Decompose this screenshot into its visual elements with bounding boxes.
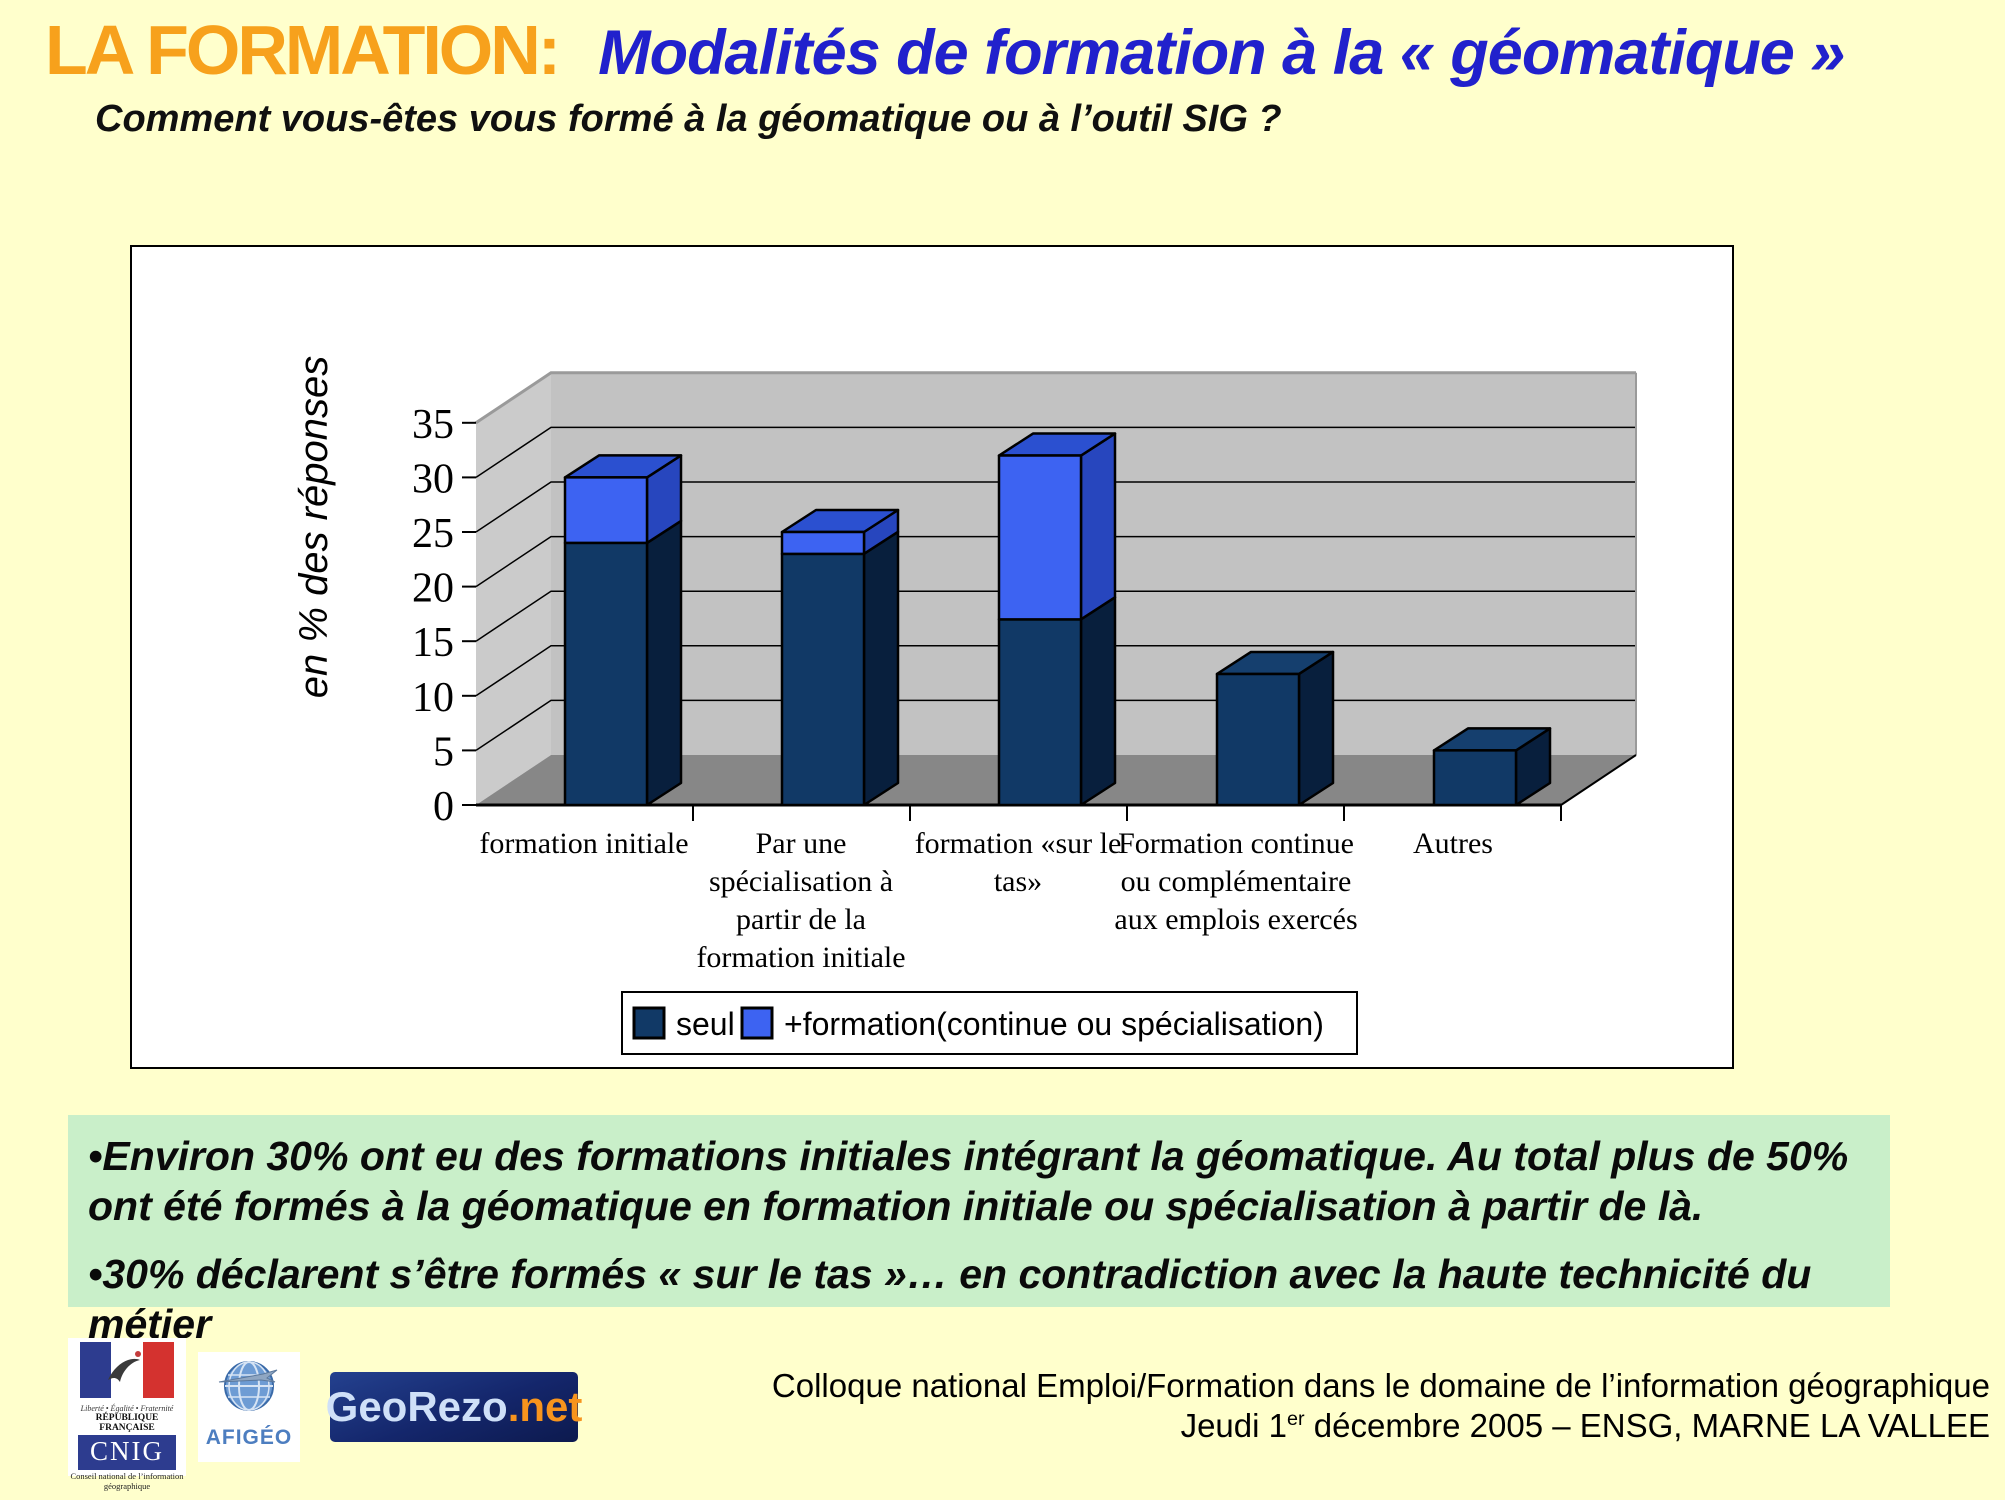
georezo-tld: .net [507, 1383, 583, 1430]
cnig-motto: Liberté • Égalité • Fraternité [80, 1404, 174, 1413]
y-tick-label: 5 [433, 729, 454, 775]
georezo-logo: GeoRezo .net [326, 1372, 582, 1442]
footer: Colloque national Emploi/Formation dans … [772, 1366, 1990, 1445]
category-label: Formation continue ou complémentaire aux e… [1114, 827, 1357, 936]
bar-5 [1432, 727, 1552, 807]
title-subject: Modalités de formation à la « géomatique… [598, 18, 1845, 88]
cnig-caption: Conseil national de l’information géogra… [70, 1471, 184, 1491]
y-tick-label: 0 [433, 784, 454, 830]
y-tick-label: 30 [412, 456, 454, 502]
y-axis-title: en % des réponses [292, 356, 336, 698]
legend-label-formation: +formation(continue ou spécialisation) [784, 1006, 1324, 1042]
chart-legend: seul +formation(continue ou spécialisatio… [621, 991, 1358, 1055]
afigeo-logo: AFIGÉO [198, 1352, 300, 1462]
category-label: formation initiale [479, 827, 688, 860]
survey-question: Comment vous-êtes vous formé à la géomat… [95, 98, 1282, 140]
bar-2 [780, 508, 900, 807]
bar-1 [563, 454, 683, 807]
note-bullet-1: •Environ 30% ont eu des formations initi… [88, 1133, 1849, 1230]
cnig-republic: RÉPUBLIQUE FRANÇAISE [95, 1413, 159, 1433]
cnig-acronym: CNIG [78, 1435, 176, 1470]
ordinal-sup: er [1287, 1407, 1305, 1430]
y-tick-label: 15 [412, 620, 454, 666]
x-axis-labels: formation initiale Par une spécialisation … [479, 827, 1493, 974]
french-flag-icon [80, 1342, 174, 1398]
globe-icon [218, 1361, 278, 1411]
bar-chart-3d: 0 5 10 15 20 25 30 35 formation initiale Par une s… [292, 356, 1637, 1055]
notes-box: •Environ 30% ont eu des formations initi… [68, 1115, 1890, 1347]
y-axis: 0 5 10 15 20 25 30 35 [412, 402, 476, 830]
bar-4 [1215, 650, 1335, 807]
y-tick-label: 10 [412, 675, 454, 721]
category-label: Par une spécialisation à partir de la forma… [696, 827, 905, 974]
category-label: Autres [1413, 827, 1493, 860]
y-tick-label: 25 [412, 511, 454, 557]
footer-line1: Colloque national Emploi/Formation dans … [771, 1367, 1990, 1404]
bar-3 [997, 432, 1117, 807]
legend-label-seul: seul [676, 1006, 735, 1042]
georezo-name: GeoRezo [325, 1383, 508, 1430]
cnig-logo: Liberté • Égalité • Fraternité RÉPUBLIQU… [68, 1338, 186, 1491]
footer-line2: Jeudi 1er décembre 2005 – ENSG, MARNE LA… [1180, 1406, 1990, 1444]
page-title: LA FORMATION: Modalités de formation à l… [45, 10, 1845, 90]
note-bullet-2: •30% déclarent s’être formés « sur le ta… [88, 1251, 1812, 1348]
legend-swatch-seul [632, 1006, 666, 1040]
afigeo-name: AFIGÉO [205, 1426, 293, 1449]
y-tick-label: 35 [412, 402, 454, 448]
legend-swatch-formation [740, 1006, 774, 1040]
title-section: LA FORMATION: [45, 11, 561, 89]
y-tick-label: 20 [412, 566, 454, 612]
category-label: formation «sur le tas» [915, 827, 1122, 898]
chart-frame: 0 5 10 15 20 25 30 35 formation initiale Par une s… [130, 245, 1734, 1069]
